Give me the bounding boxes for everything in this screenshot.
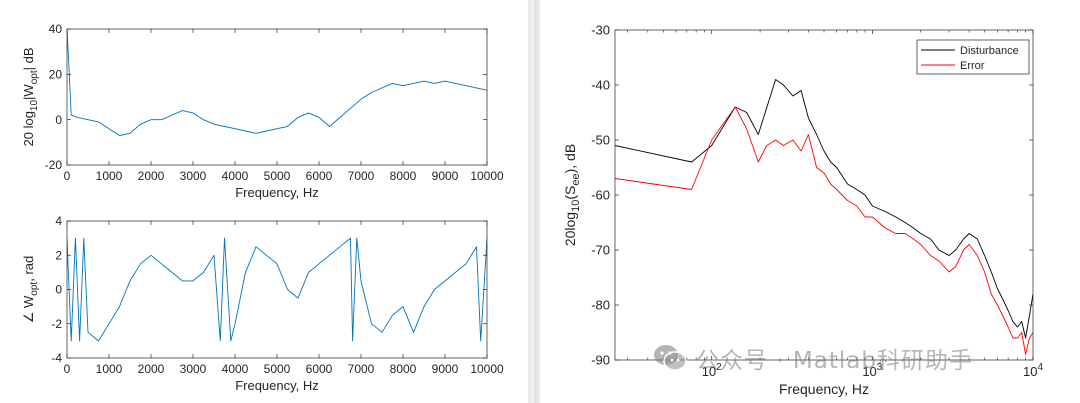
x-tick-label: 4000 bbox=[222, 362, 249, 376]
x-tick-label: 7000 bbox=[348, 169, 375, 183]
x-tick-label: 5000 bbox=[264, 362, 291, 376]
x-tick-label: 0 bbox=[64, 362, 71, 376]
x-tick-label: 2000 bbox=[138, 169, 165, 183]
x-axis-label: Frequency, Hz bbox=[779, 381, 869, 397]
x-axis-label: Frequency, Hz bbox=[235, 185, 319, 200]
y-tick-label: -20 bbox=[45, 158, 63, 172]
series-line-error bbox=[615, 106, 1033, 355]
y-tick-label: 40 bbox=[49, 22, 63, 36]
series-line-0 bbox=[67, 237, 487, 342]
series-group bbox=[615, 79, 1033, 355]
window-edge bbox=[534, 0, 540, 403]
y-tick-label: -90 bbox=[591, 353, 610, 368]
legend-label-error: Error bbox=[960, 60, 985, 72]
axes-box bbox=[66, 28, 488, 166]
x-axis-label: Frequency, Hz bbox=[235, 378, 319, 393]
chart-bottom-left: 0 1000 2000 3000 4000 5000 6000 7000 8000 9000 100… bbox=[21, 214, 504, 393]
x-tick-label: 10000 bbox=[470, 169, 504, 183]
y-tick-label: -40 bbox=[591, 78, 610, 93]
right-figure-canvas: 102 103 104 -90 -80 -70 -60 -50 -40 -30 Frequency,… bbox=[562, 23, 1043, 397]
series-group bbox=[67, 29, 487, 136]
x-tick-label: 10000 bbox=[470, 362, 504, 376]
x-tick-label: 102 bbox=[702, 362, 722, 379]
watermark: 公众号 · Matlab科研助手 bbox=[652, 341, 973, 375]
x-tick-label: 9000 bbox=[432, 169, 459, 183]
x-tick-label: 8000 bbox=[390, 169, 417, 183]
figure-left-window: 0 1000 2000 3000 4000 5000 6000 7000 8000 9000 100… bbox=[0, 0, 528, 403]
x-tick-label: 0 bbox=[64, 169, 71, 183]
y-tick-label: -50 bbox=[591, 133, 610, 148]
x-tick-label: 4000 bbox=[222, 169, 249, 183]
y-tick-label: 0 bbox=[55, 113, 62, 127]
watermark-text: 公众号 · Matlab科研助手 bbox=[696, 348, 973, 374]
x-tick-label: 6000 bbox=[306, 362, 333, 376]
x-tick-label: 103 bbox=[862, 362, 882, 379]
x-tick-label: 8000 bbox=[390, 362, 417, 376]
y-tick-label: 0 bbox=[55, 283, 62, 297]
y-tick-label: -4 bbox=[51, 351, 62, 365]
y-tick-label: -2 bbox=[51, 317, 62, 331]
y-axis-label: 20log10(See), dB bbox=[562, 144, 582, 246]
series-line-disturbance bbox=[615, 79, 1033, 339]
chart-top-left: 0 1000 2000 3000 4000 5000 6000 7000 8000 9000 100… bbox=[21, 22, 504, 200]
legend-label-disturbance: Disturbance bbox=[960, 45, 1019, 57]
window-divider bbox=[528, 0, 534, 403]
x-tick-label: 9000 bbox=[432, 362, 459, 376]
x-tick-label: 3000 bbox=[180, 169, 207, 183]
y-tick-label: -80 bbox=[591, 298, 610, 313]
figure-right-window: 102 103 104 -90 -80 -70 -60 -50 -40 -30 Frequency,… bbox=[540, 0, 1080, 403]
y-tick-label: -30 bbox=[591, 23, 610, 38]
x-tick-label: 1000 bbox=[96, 169, 123, 183]
y-axis-label: 20 log10|Wopt| dB bbox=[21, 48, 40, 147]
y-axis-label: ∠ Wopt, rad bbox=[21, 256, 40, 323]
x-tick-label: 5000 bbox=[264, 169, 291, 183]
x-tick-label: 2000 bbox=[138, 362, 165, 376]
legend: Disturbance Error bbox=[916, 39, 1030, 75]
y-tick-label: 2 bbox=[55, 248, 62, 262]
x-tick-label: 6000 bbox=[306, 169, 333, 183]
series-line-0 bbox=[67, 29, 487, 136]
x-tick-label: 1000 bbox=[96, 362, 123, 376]
y-tick-label: -60 bbox=[591, 188, 610, 203]
chart-right: 102 103 104 -90 -80 -70 -60 -50 -40 -30 Frequency,… bbox=[562, 23, 1043, 397]
axes-box bbox=[66, 220, 488, 359]
x-tick-label: 3000 bbox=[180, 362, 207, 376]
legend-box bbox=[916, 39, 1030, 75]
x-tick-label: 7000 bbox=[348, 362, 375, 376]
y-tick-label: 4 bbox=[55, 214, 62, 228]
y-tick-label: -70 bbox=[591, 243, 610, 258]
series-group bbox=[67, 237, 487, 342]
left-figure-canvas: 0 1000 2000 3000 4000 5000 6000 7000 8000 9000 100… bbox=[21, 22, 504, 393]
axes-box bbox=[614, 29, 1034, 361]
y-tick-label: 20 bbox=[49, 68, 63, 82]
x-tick-label: 104 bbox=[1023, 362, 1043, 379]
wechat-logo-icon bbox=[654, 345, 687, 371]
